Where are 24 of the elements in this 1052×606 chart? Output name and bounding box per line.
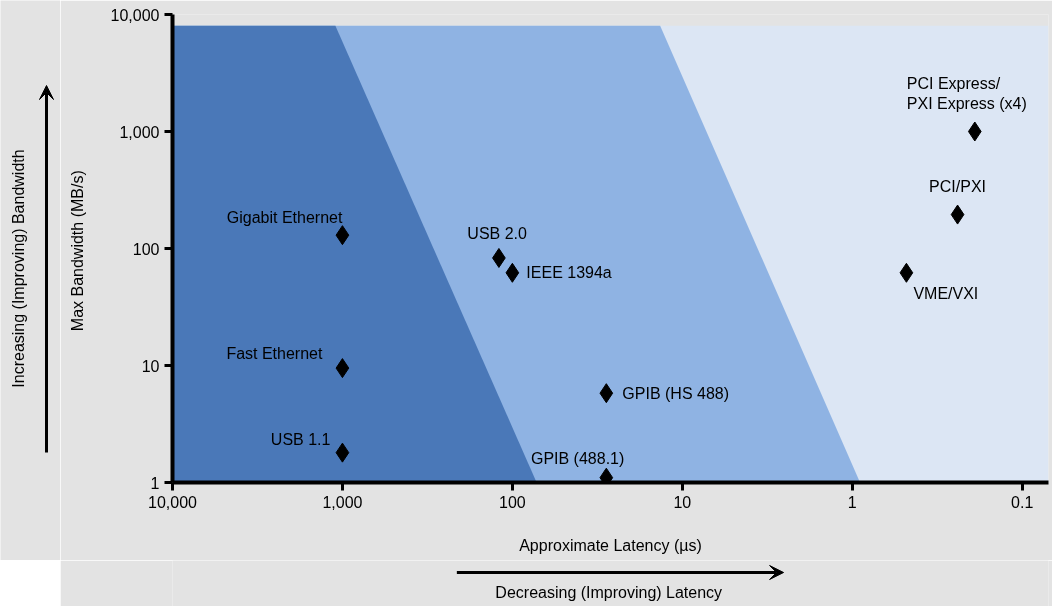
annotation: GPIB (HS 488) [622,384,730,402]
annotation: PCI Express/ PXI Express (x4) [906,74,1027,113]
y-tick-label: 10,000 [110,6,160,24]
x-tick-label: 100 [499,493,526,511]
annotation: Gigabit Ethernet [226,208,343,226]
annotation: IEEE 1394a [526,264,612,282]
y-tick-label: 1 [150,474,160,492]
text: Decreasing (Improving) Latency [495,584,723,601]
x-tick-label: 0.1 [1011,493,1034,511]
annotation: Fast Ethernet [226,344,323,362]
y-tick-label: 100 [132,240,160,258]
annotation: GPIB (488.1) [530,450,625,468]
annotation: USB 1.1 [270,431,331,449]
y-tick-label: 10 [141,357,160,375]
annotation: VME/VXI [913,285,979,303]
annotation: PCI/PXI [929,178,987,196]
x-axis-title: Approximate Latency (µs) [519,536,702,554]
y-tick-label: 1,000 [119,123,160,141]
text: Increasing (Improving) Bandwidth [10,149,27,388]
x-tick-label: 10 [673,493,692,511]
annotation: USB 2.0 [467,225,528,243]
x-tick-label: 1,000 [322,493,363,511]
y-axis-title: Max Bandwidth (MB/s) [68,170,86,332]
x-tick-label: 1 [847,493,857,511]
